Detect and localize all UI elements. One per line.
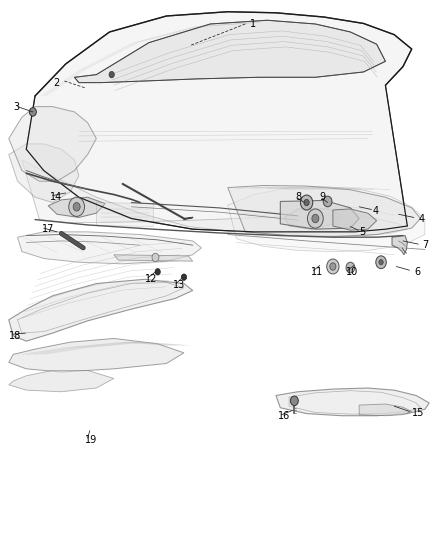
Polygon shape <box>74 20 385 83</box>
Text: 7: 7 <box>423 240 429 250</box>
Polygon shape <box>18 232 201 264</box>
Circle shape <box>346 262 355 273</box>
Polygon shape <box>96 203 153 227</box>
Circle shape <box>379 260 383 265</box>
Polygon shape <box>280 200 359 229</box>
Circle shape <box>152 253 159 262</box>
Polygon shape <box>9 279 193 341</box>
Polygon shape <box>9 370 114 392</box>
Text: 3: 3 <box>13 102 19 111</box>
Circle shape <box>307 209 323 228</box>
Text: 13: 13 <box>173 280 185 290</box>
Circle shape <box>290 396 298 406</box>
Text: 5: 5 <box>359 227 365 237</box>
Circle shape <box>73 203 80 211</box>
Polygon shape <box>276 388 429 416</box>
Polygon shape <box>9 107 96 181</box>
Text: 6: 6 <box>414 267 420 277</box>
Text: 8: 8 <box>296 192 302 202</box>
Polygon shape <box>285 209 342 229</box>
Circle shape <box>155 269 160 275</box>
Text: 16: 16 <box>278 411 290 421</box>
Polygon shape <box>359 404 412 416</box>
Text: 4: 4 <box>372 206 378 215</box>
Polygon shape <box>228 185 420 237</box>
Circle shape <box>29 108 36 116</box>
Text: 2: 2 <box>53 78 59 87</box>
Text: 17: 17 <box>42 224 54 234</box>
Circle shape <box>323 196 332 207</box>
Circle shape <box>300 195 313 210</box>
Polygon shape <box>48 197 105 217</box>
Text: 4: 4 <box>418 214 424 223</box>
Circle shape <box>304 199 309 206</box>
Text: 1: 1 <box>250 19 256 29</box>
Text: 9: 9 <box>320 192 326 202</box>
Text: 18: 18 <box>9 331 21 341</box>
Text: 12: 12 <box>145 274 157 284</box>
Circle shape <box>312 214 319 223</box>
Polygon shape <box>228 187 425 252</box>
Circle shape <box>376 256 386 269</box>
Polygon shape <box>22 160 407 236</box>
Text: 19: 19 <box>85 435 98 445</box>
Circle shape <box>327 259 339 274</box>
Polygon shape <box>9 338 184 372</box>
Circle shape <box>69 197 85 216</box>
Circle shape <box>109 71 114 78</box>
Polygon shape <box>392 236 407 255</box>
Circle shape <box>330 263 336 270</box>
Text: 15: 15 <box>412 408 424 418</box>
Polygon shape <box>333 209 377 230</box>
Text: 10: 10 <box>346 267 358 277</box>
Text: 11: 11 <box>311 267 323 277</box>
Polygon shape <box>26 12 412 232</box>
Polygon shape <box>9 144 79 203</box>
Circle shape <box>181 274 187 280</box>
Text: 14: 14 <box>50 192 63 202</box>
Polygon shape <box>114 255 193 261</box>
